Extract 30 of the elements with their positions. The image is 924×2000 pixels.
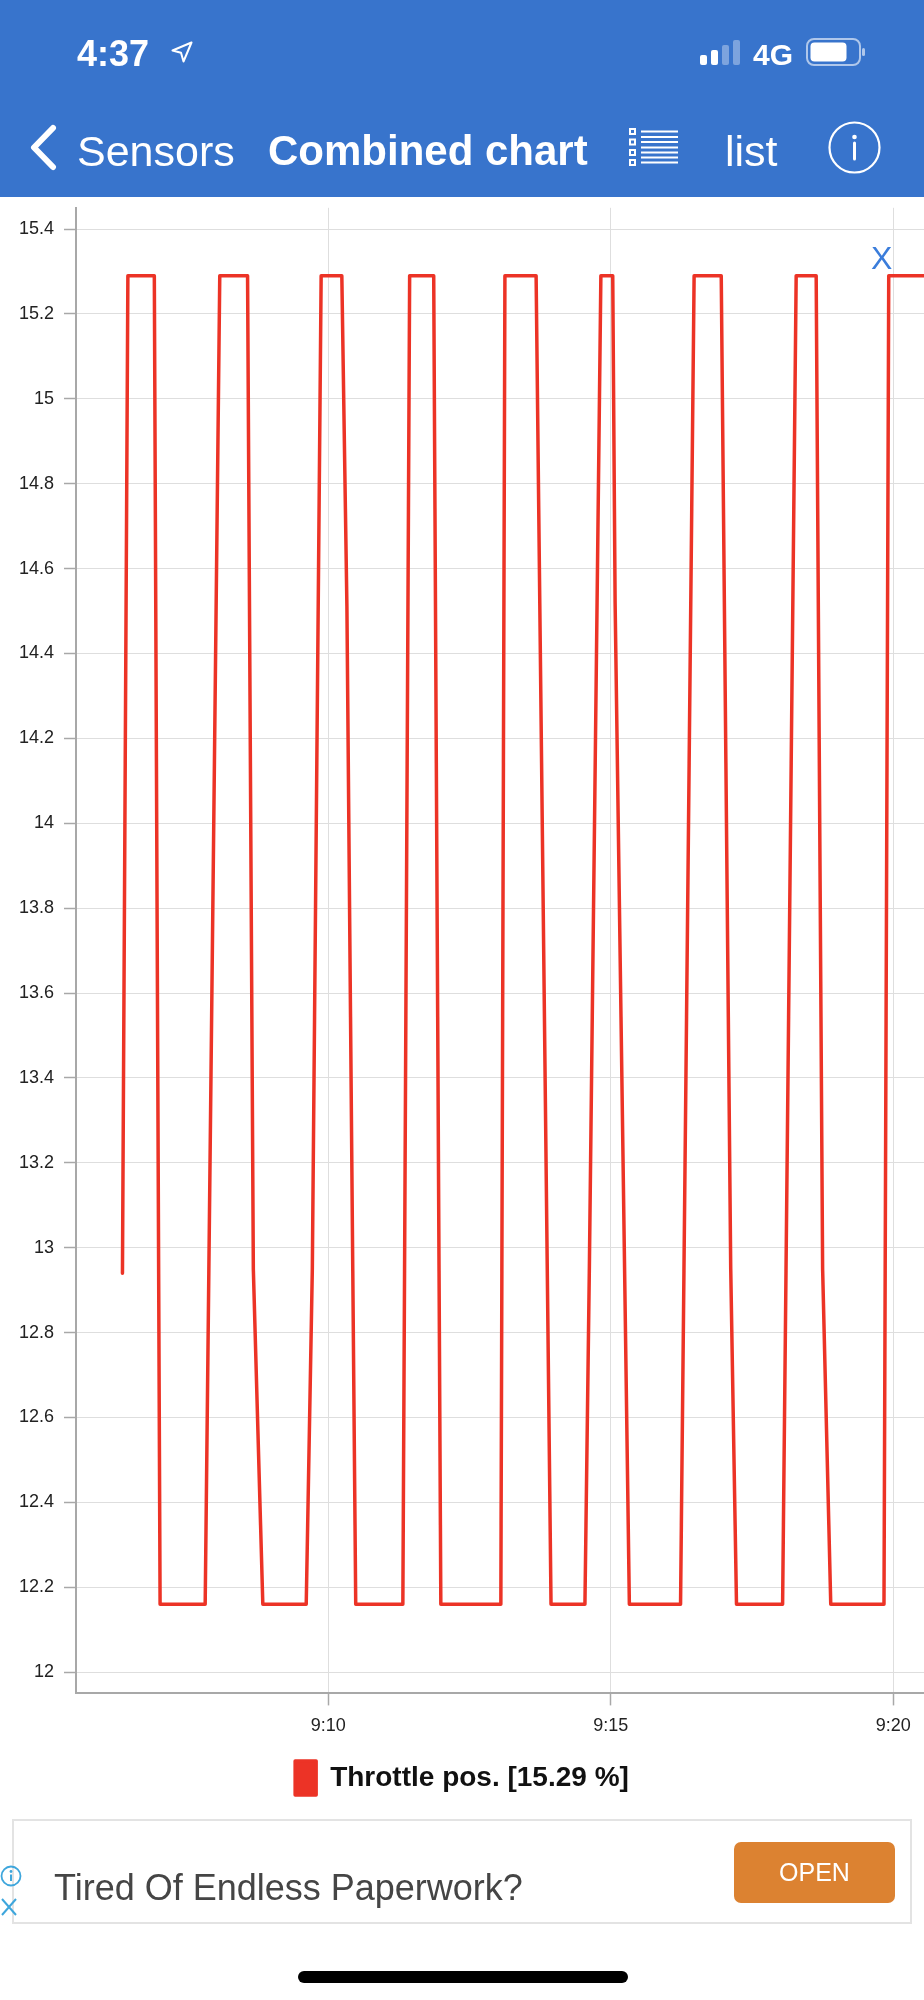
y-tick-label: 12.6 — [18, 1406, 54, 1427]
annotation: X — [871, 240, 893, 277]
legend-label: Throttle pos. [15.29 %] — [330, 1760, 629, 1792]
x-tick-label: 9:15 — [593, 1715, 629, 1736]
y-tick-label: 12.4 — [18, 1491, 54, 1512]
y-tick-label: 14.8 — [18, 472, 54, 493]
y-tick-label: 12.8 — [18, 1321, 54, 1342]
y-tick-label: 14.4 — [18, 642, 54, 663]
y-tick-label: 13.6 — [18, 982, 54, 1003]
text: Tired Of Endless Paperwork? — [54, 1867, 523, 1909]
y-tick-label: 14 — [33, 812, 54, 833]
y-tick-label: 12 — [33, 1661, 54, 1682]
text: list — [725, 127, 778, 176]
x-tick-label: 9:10 — [310, 1715, 346, 1736]
y-tick-label: 13.2 — [18, 1151, 54, 1172]
y-tick-label: 15.2 — [18, 302, 54, 323]
y-tick-label: 13.4 — [18, 1066, 54, 1087]
x-tick-label: 9:20 — [875, 1715, 911, 1736]
y-tick-label: 15 — [33, 387, 54, 408]
text: 4:37 — [77, 33, 150, 75]
chart-title: Combined chart — [268, 127, 588, 175]
y-tick-label: 14.2 — [18, 727, 54, 748]
y-tick-label: 15.4 — [18, 217, 54, 238]
y-tick-label: 14.6 — [18, 557, 54, 578]
y-tick-label: 13.8 — [18, 897, 54, 918]
action-button: OPEN — [734, 1842, 895, 1903]
text: Sensors — [77, 127, 235, 176]
y-tick-label: 12.2 — [18, 1576, 54, 1597]
text: 4G — [753, 38, 794, 72]
y-tick-label: 13 — [33, 1236, 54, 1257]
